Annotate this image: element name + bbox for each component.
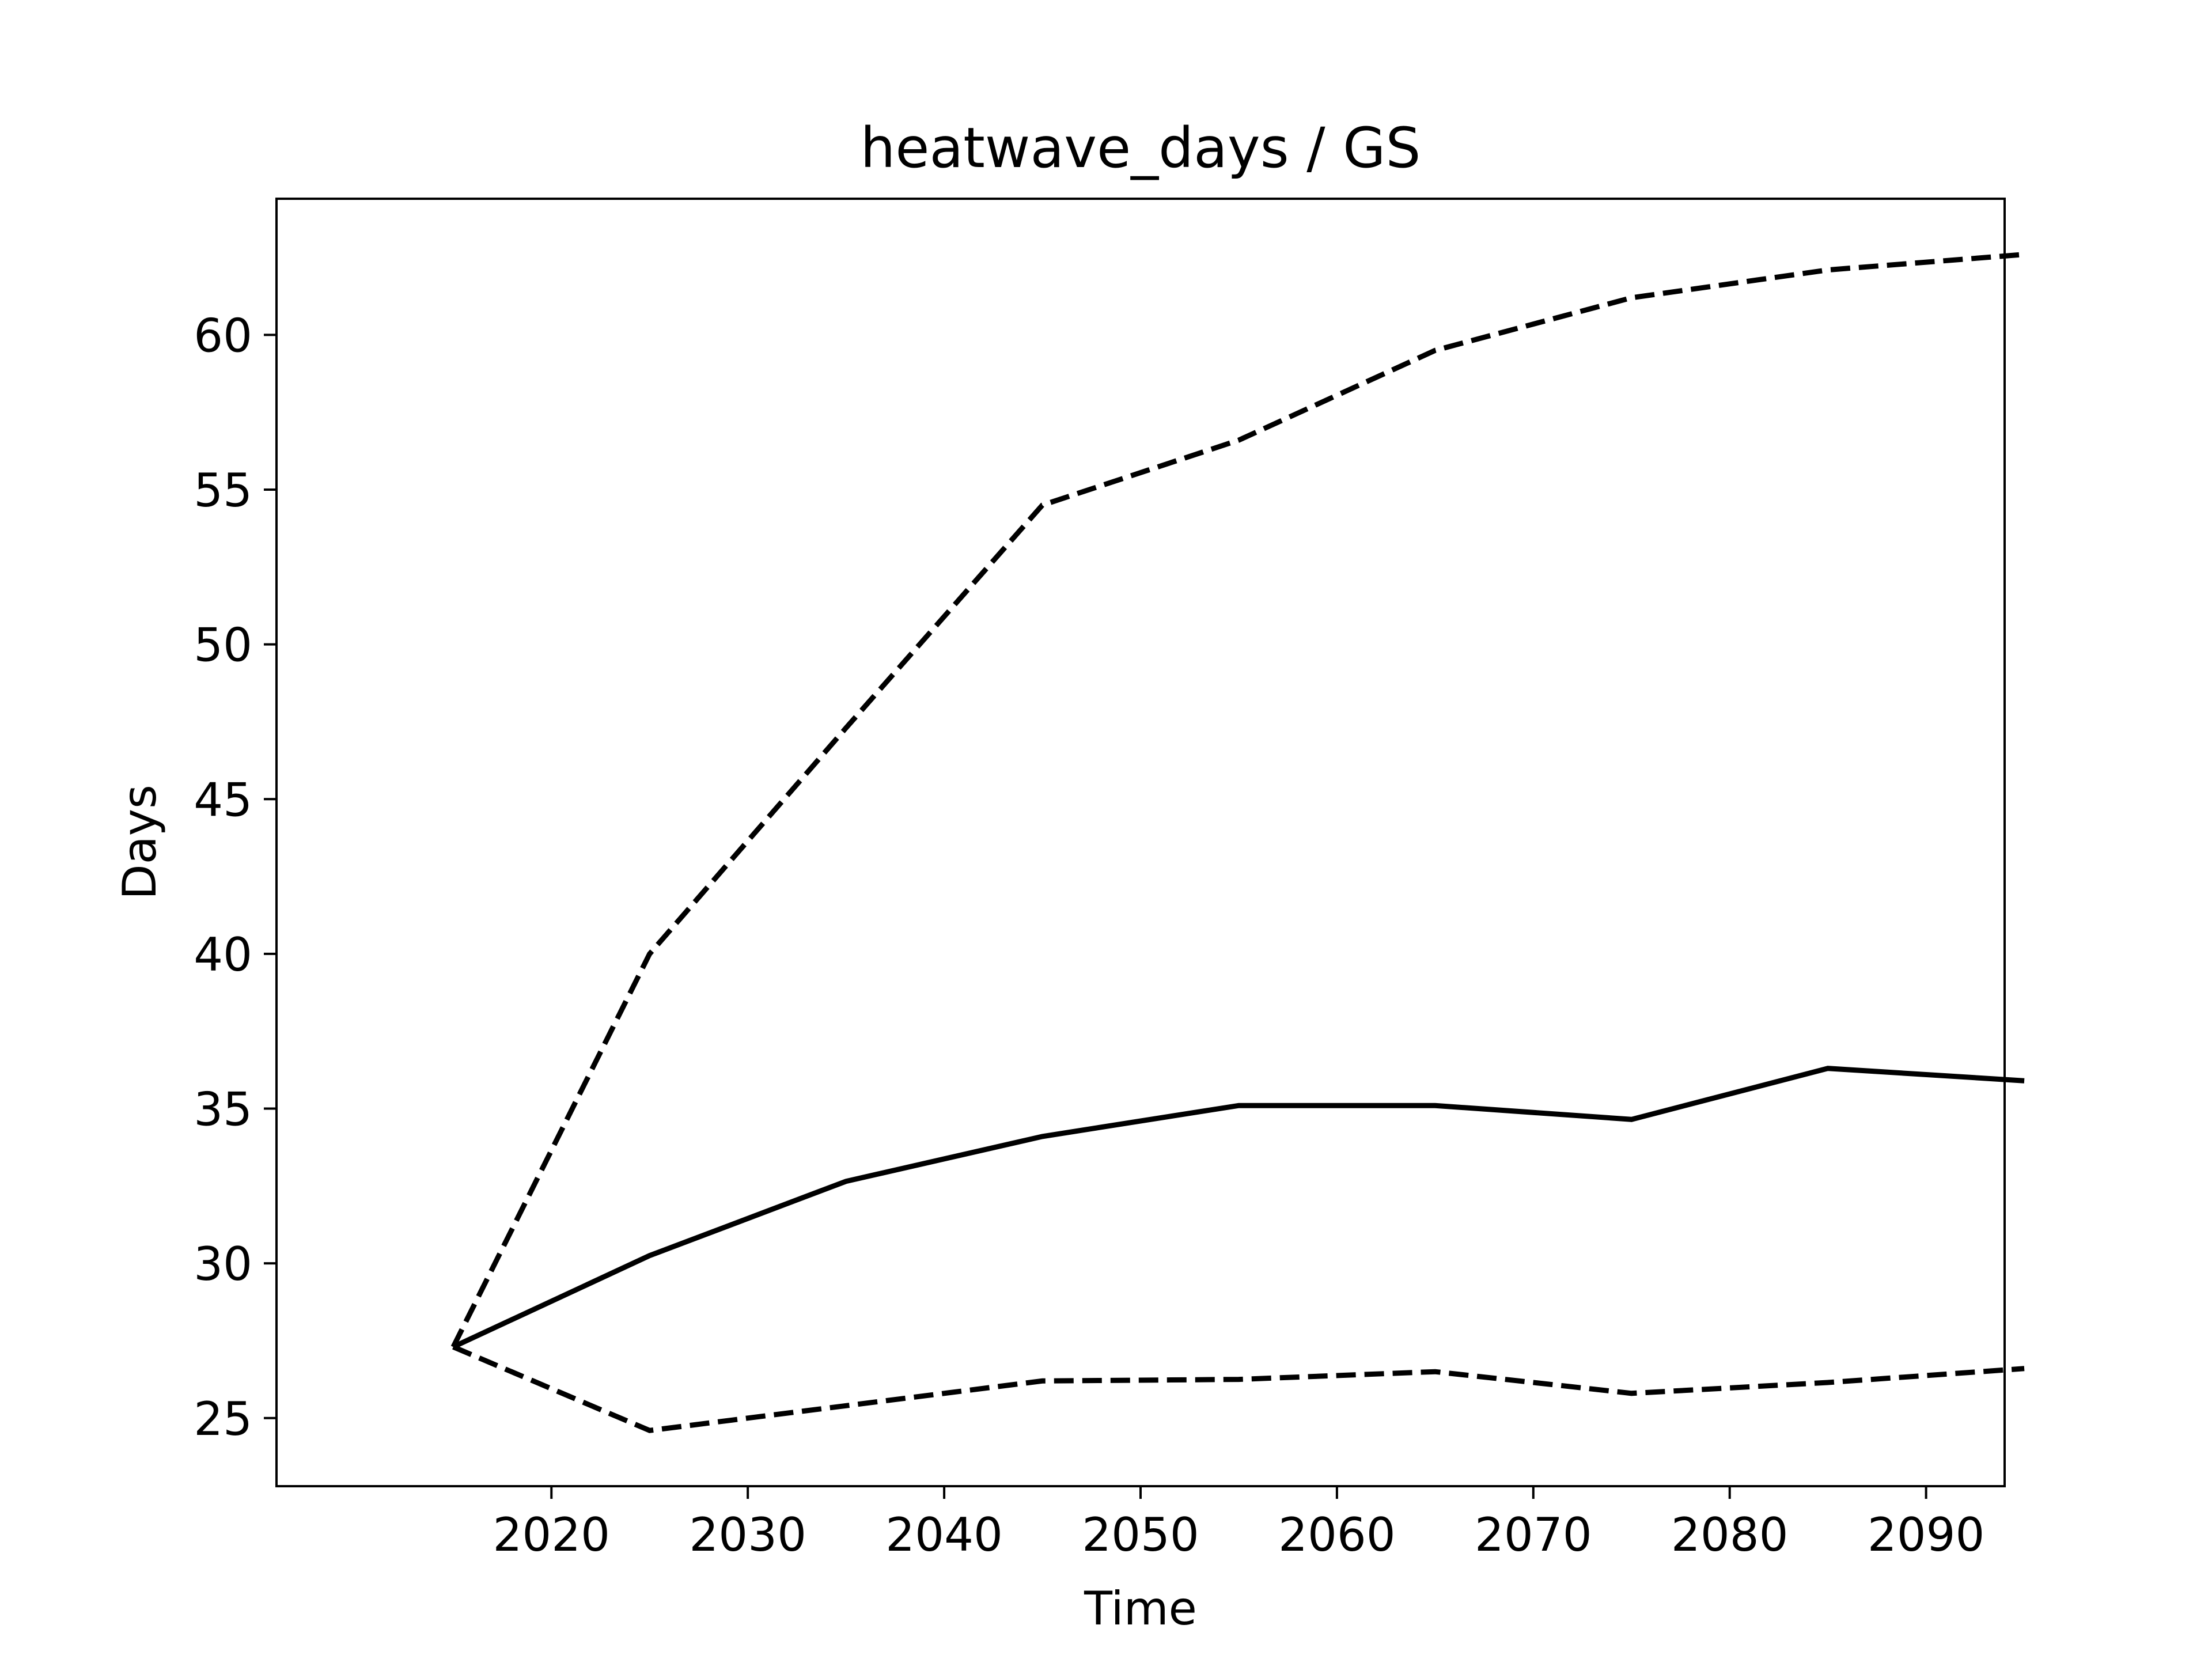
y-tick-label: 40: [194, 928, 252, 982]
series-line-lower-bound: [452, 1344, 2025, 1433]
x-axis-ticks: 2020 2030 2040 2050 2060 2070 2080 2090: [493, 1486, 1984, 1562]
y-tick-label: 30: [194, 1237, 252, 1291]
y-axis-label: Days: [113, 785, 166, 900]
x-tick-label: 2090: [1868, 1508, 1985, 1562]
y-axis-ticks: 25 30 35 40 45 50 55 60: [194, 309, 276, 1446]
y-tick-label: 55: [194, 464, 252, 517]
y-tick-label: 45: [194, 773, 252, 827]
x-tick-label: 2070: [1475, 1508, 1592, 1562]
x-tick-label: 2060: [1278, 1508, 1396, 1562]
x-tick-label: 2020: [493, 1508, 610, 1562]
x-tick-label: 2040: [885, 1508, 1003, 1562]
y-tick-label: 50: [194, 619, 252, 672]
x-tick-label: 2080: [1671, 1508, 1789, 1562]
x-tick-label: 2050: [1082, 1508, 1199, 1562]
x-axis-label: Time: [1084, 1582, 1197, 1635]
x-tick-label: 2030: [689, 1508, 806, 1562]
y-tick-label: 35: [194, 1083, 252, 1137]
y-tick-label: 25: [194, 1392, 252, 1446]
y-tick-label: 60: [194, 309, 252, 362]
chart-title: heatwave_days / GS: [861, 116, 1421, 180]
series-line-upper-bound: [450, 252, 2025, 1349]
series-line-median: [452, 1066, 2025, 1350]
